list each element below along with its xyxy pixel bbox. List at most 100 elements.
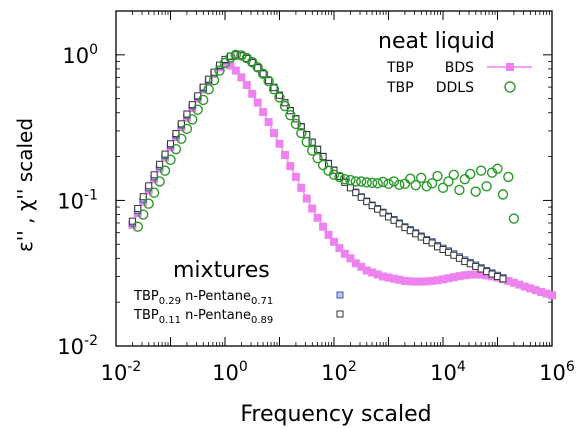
legend-subscript: 0.29 <box>159 296 181 307</box>
data-point <box>324 230 333 239</box>
data-point <box>428 239 436 247</box>
data-point <box>314 145 322 153</box>
data-point <box>352 189 360 197</box>
data-point <box>230 49 242 61</box>
data-point <box>377 176 389 188</box>
data-point <box>263 75 274 87</box>
data-point <box>301 136 312 148</box>
legend-marker <box>506 63 514 71</box>
data-point <box>270 129 279 138</box>
data-point <box>199 83 207 91</box>
data-point <box>183 110 191 118</box>
legend-bottom-label: TBP0.29 n-Pentane0.71 <box>133 289 273 307</box>
data-point <box>319 153 327 161</box>
data-point <box>319 222 328 231</box>
data-point <box>313 213 322 222</box>
data-point <box>143 198 154 209</box>
data-point <box>361 177 372 188</box>
series-tbp_ddls <box>132 49 520 232</box>
tick-label-exponent: -2 <box>84 333 98 349</box>
data-point <box>192 104 203 115</box>
data-point <box>176 133 187 144</box>
tick-label-base: 10 <box>62 44 89 68</box>
data-point <box>475 165 487 176</box>
data-point <box>350 176 361 187</box>
data-point <box>405 173 416 184</box>
data-point <box>145 182 153 190</box>
data-point <box>159 165 171 176</box>
data-point <box>252 62 263 73</box>
data-point <box>291 172 300 181</box>
tick-label-exponent: 0 <box>239 359 248 375</box>
data-point <box>330 237 338 246</box>
data-point <box>205 75 213 83</box>
data-point <box>395 220 403 228</box>
tick-label-base: 10 <box>212 361 239 385</box>
data-point <box>437 182 449 194</box>
x-tick-label: 104 <box>430 359 466 385</box>
data-point <box>161 150 169 158</box>
data-point <box>339 173 351 185</box>
data-point <box>248 89 257 98</box>
data-point <box>308 138 316 146</box>
tick-label-base: 10 <box>321 361 348 385</box>
data-point <box>394 179 405 191</box>
data-point <box>306 145 318 156</box>
data-point <box>317 159 329 171</box>
legend-top-title: neat liquid <box>378 29 495 54</box>
data-point <box>203 84 214 95</box>
data-point <box>345 174 356 186</box>
legend-text: n-Pentane <box>181 308 251 323</box>
data-point <box>259 107 268 116</box>
data-point <box>138 209 149 220</box>
data-point <box>459 173 470 185</box>
legend-bottom-title: mixtures <box>173 258 270 283</box>
data-point <box>216 61 224 69</box>
data-point <box>379 209 387 217</box>
x-tick-label: 100 <box>212 359 248 385</box>
data-point <box>264 118 273 127</box>
data-point <box>290 118 302 130</box>
data-point <box>254 64 262 72</box>
data-point <box>363 198 371 206</box>
data-point <box>156 160 164 168</box>
legend-top-method: BDS <box>445 60 474 76</box>
data-point <box>368 202 376 210</box>
x-axis-label: Frequency scaled <box>240 402 431 427</box>
y-tick-label: 10-2 <box>57 333 98 359</box>
data-point <box>167 140 174 148</box>
tick-label-base: 10 <box>430 361 457 385</box>
data-point <box>421 181 432 192</box>
data-point <box>268 84 280 95</box>
data-point <box>231 66 240 75</box>
data-point <box>188 101 196 109</box>
data-point <box>148 187 160 198</box>
data-point <box>454 184 465 196</box>
legend-subscript: 0.71 <box>251 296 273 307</box>
data-point <box>410 180 421 191</box>
data-point <box>285 109 296 121</box>
y-axis-label: ε'' , χ'' scaled <box>13 118 37 252</box>
data-point <box>297 183 306 192</box>
data-point <box>247 56 258 68</box>
y-tick-label: 100 <box>62 42 98 68</box>
data-point <box>312 152 323 164</box>
series-mix011 <box>128 51 507 283</box>
data-point <box>236 50 247 61</box>
data-point <box>253 98 262 107</box>
data-point <box>279 100 291 112</box>
data-point <box>181 123 193 135</box>
data-point <box>399 178 411 190</box>
data-point <box>275 139 284 148</box>
data-point <box>139 193 147 201</box>
data-point <box>328 169 340 180</box>
tick-label-exponent: 2 <box>348 359 357 375</box>
data-point <box>503 171 514 183</box>
legend-text: TBP <box>133 289 159 304</box>
data-point <box>481 181 492 192</box>
data-point <box>492 163 503 174</box>
data-point <box>225 52 236 63</box>
data-point <box>346 254 355 263</box>
data-point <box>187 114 198 125</box>
